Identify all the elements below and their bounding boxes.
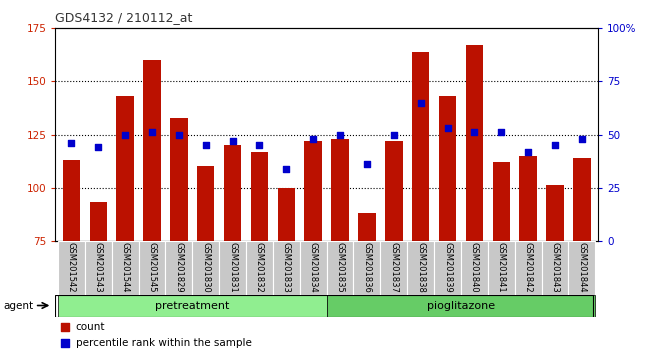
Bar (138, 241, 165, 296)
Bar (358, 213, 376, 241)
Point (200, 142, 211, 148)
Text: pretreatment: pretreatment (155, 301, 229, 311)
Bar (300, 241, 326, 296)
Bar (304, 141, 322, 241)
Text: GSM201839: GSM201839 (443, 242, 452, 293)
Bar (569, 241, 595, 296)
Text: GDS4132 / 210112_at: GDS4132 / 210112_at (55, 11, 192, 24)
Bar (273, 241, 300, 296)
Bar (165, 241, 192, 296)
Point (469, 130, 480, 135)
Bar (434, 241, 461, 296)
Point (415, 100, 426, 105)
Bar (465, 45, 483, 241)
Bar (541, 241, 569, 296)
Point (66, 140, 77, 146)
Bar (143, 60, 161, 241)
Point (174, 132, 184, 137)
Text: GSM201832: GSM201832 (255, 242, 264, 293)
Text: GSM201844: GSM201844 (577, 242, 586, 293)
Bar (546, 185, 564, 241)
Bar (224, 145, 241, 241)
Text: GSM201842: GSM201842 (524, 242, 532, 293)
Bar (573, 158, 591, 241)
Bar (461, 241, 488, 296)
Point (254, 142, 265, 148)
Bar (278, 188, 295, 241)
Text: percentile rank within the sample: percentile rank within the sample (76, 338, 252, 348)
Text: GSM201542: GSM201542 (67, 242, 76, 293)
Point (389, 132, 399, 137)
Bar (412, 52, 430, 241)
Point (410, 114, 421, 120)
Text: GSM201834: GSM201834 (309, 242, 318, 293)
Bar (488, 241, 515, 296)
Bar (354, 241, 380, 296)
Point (523, 149, 534, 154)
Point (308, 136, 318, 142)
Point (147, 130, 157, 135)
Text: GSM201829: GSM201829 (174, 242, 183, 293)
Bar (251, 152, 268, 241)
Text: GSM201830: GSM201830 (202, 242, 210, 293)
Point (577, 136, 587, 142)
Point (496, 130, 506, 135)
Point (227, 138, 238, 144)
Bar (385, 141, 402, 241)
Bar (326, 241, 354, 296)
Text: agent: agent (3, 301, 33, 310)
Point (410, 268, 421, 274)
Text: GSM201838: GSM201838 (416, 242, 425, 293)
Bar (84, 241, 112, 296)
Text: GSM201831: GSM201831 (228, 242, 237, 293)
Bar (192, 241, 219, 296)
Bar (58, 295, 326, 317)
Bar (439, 96, 456, 241)
Bar (332, 139, 349, 241)
Bar (326, 295, 595, 317)
Bar (116, 96, 134, 241)
Bar (219, 241, 246, 296)
Bar (90, 202, 107, 241)
Point (120, 132, 130, 137)
Bar (197, 166, 214, 241)
Point (550, 142, 560, 148)
Text: GSM201543: GSM201543 (94, 242, 103, 293)
Text: GSM201544: GSM201544 (121, 242, 129, 293)
Text: GSM201837: GSM201837 (389, 242, 398, 293)
Text: GSM201843: GSM201843 (551, 242, 560, 293)
Text: GSM201841: GSM201841 (497, 242, 506, 293)
Text: pioglitazone: pioglitazone (427, 301, 495, 311)
Text: GSM201833: GSM201833 (282, 242, 291, 293)
Point (93, 144, 103, 150)
Bar (62, 160, 80, 241)
Text: count: count (76, 321, 105, 332)
Bar (380, 241, 408, 296)
Text: GSM201836: GSM201836 (363, 242, 371, 293)
Bar (112, 241, 138, 296)
Point (443, 125, 453, 131)
Text: GSM201835: GSM201835 (335, 242, 345, 293)
Text: GSM201840: GSM201840 (470, 242, 479, 293)
Bar (408, 241, 434, 296)
Bar (246, 241, 273, 296)
Point (362, 161, 372, 167)
Bar (170, 118, 188, 241)
Bar (515, 241, 541, 296)
Bar (58, 241, 84, 296)
Text: GSM201545: GSM201545 (148, 242, 157, 293)
Point (281, 166, 291, 171)
Bar (519, 156, 537, 241)
Bar (493, 162, 510, 241)
Point (335, 132, 345, 137)
